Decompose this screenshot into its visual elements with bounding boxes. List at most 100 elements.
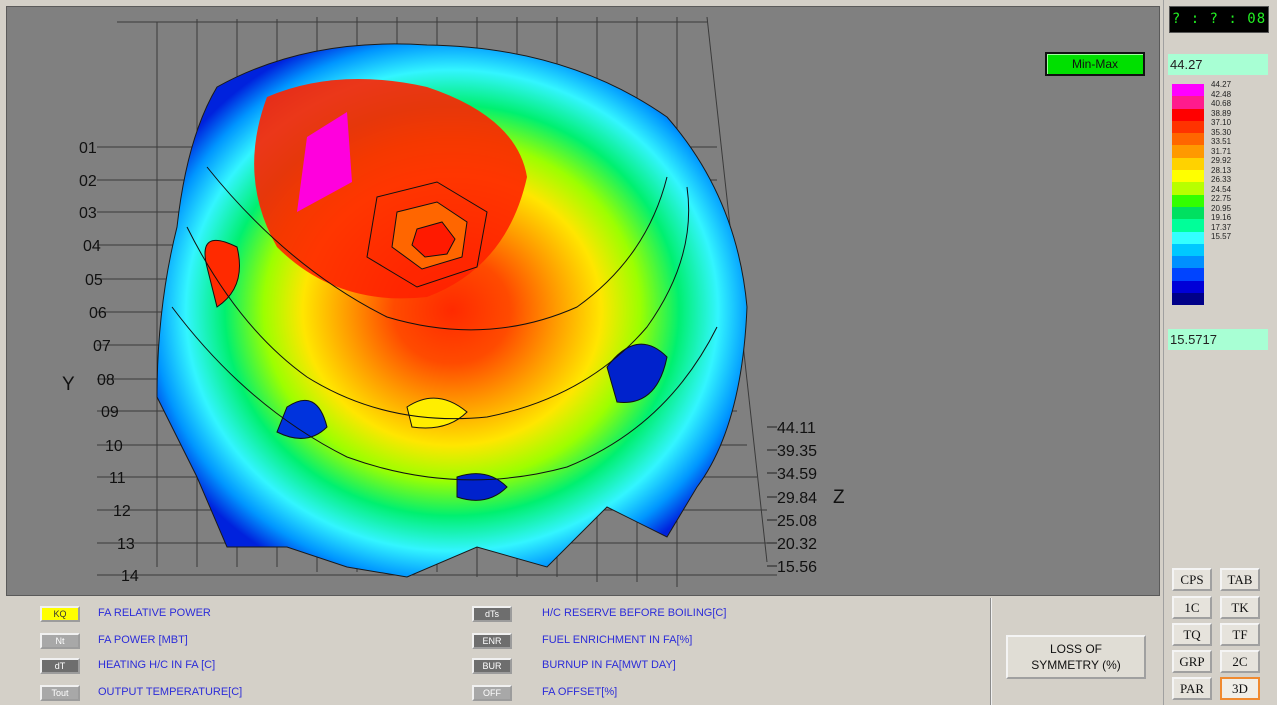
legend-swatch: [1172, 120, 1204, 134]
z-axis: [767, 426, 777, 567]
y-tick-label: 06: [89, 305, 107, 322]
y-tick-label: 10: [105, 438, 123, 455]
min-max-button[interactable]: Min-Max: [1045, 52, 1145, 76]
mode-label: FUEL ENRICHMENT IN FA[%]: [542, 634, 693, 646]
y-axis-label: Y: [62, 374, 75, 395]
mode-label: BURNUP IN FA[MWT DAY]: [542, 659, 676, 671]
y-tick-label: 13: [117, 536, 135, 553]
legend-level-label: 22.75: [1211, 194, 1232, 203]
legend-level-label: 29.92: [1211, 156, 1232, 165]
y-tick-label: 11: [109, 470, 126, 487]
color-legend-scale: [1172, 84, 1204, 306]
legend-swatch: [1172, 293, 1204, 306]
z-tick-label: 39.35: [777, 443, 817, 460]
legend-swatch: [1172, 182, 1204, 195]
legend-swatch: [1172, 145, 1204, 158]
legend-swatch: [1172, 96, 1204, 109]
legend-level-label: 35.30: [1211, 127, 1232, 137]
max-value-box: 44.27: [1168, 54, 1268, 75]
mode-label: FA POWER [MBT]: [98, 634, 188, 646]
nav-button-tq[interactable]: TQ: [1172, 623, 1212, 646]
power-surface: [156, 43, 748, 578]
nav-button-grp[interactable]: GRP: [1172, 650, 1212, 673]
legend-level-label: 19.16: [1211, 213, 1232, 222]
mode-button-dt[interactable]: dT: [40, 658, 80, 674]
z-tick-label: 34.59: [777, 466, 817, 483]
z-tick-label: 15.56: [777, 559, 817, 576]
y-tick-label: 12: [113, 503, 131, 520]
surface-plot: 01 02 03 04 05 06 07 08 09 10 11 12 13 1…: [62, 16, 845, 587]
legend-swatch: [1172, 108, 1204, 121]
parameter-selection-panel: KQ FA RELATIVE POWER Nt FA POWER [MBT] d…: [6, 598, 1160, 705]
legend-level-label: 33.51: [1211, 137, 1232, 146]
legend-level-label: 20.95: [1211, 203, 1232, 213]
legend-swatch: [1172, 157, 1204, 171]
legend-level-label: 42.48: [1211, 89, 1232, 99]
nav-button-tf[interactable]: TF: [1220, 623, 1260, 646]
nav-button-2c[interactable]: 2C: [1220, 650, 1260, 673]
legend-swatch: [1172, 243, 1204, 257]
mode-label: OUTPUT TEMPERATURE[C]: [98, 686, 243, 698]
legend-swatch: [1172, 256, 1204, 269]
legend-swatch: [1172, 84, 1204, 97]
y-tick-label: 02: [79, 173, 97, 190]
loss-of-symmetry-label-line1: LOSS OF: [1049, 642, 1102, 656]
mode-label: FA RELATIVE POWER: [98, 607, 211, 619]
z-axis-label: Z: [833, 487, 845, 508]
mode-button-bur[interactable]: BUR: [472, 658, 512, 674]
legend-swatch: [1172, 170, 1204, 183]
legend-swatch: [1172, 194, 1204, 207]
z-tick-label: 29.84: [777, 490, 817, 507]
legend-level-label: 40.68: [1211, 99, 1232, 108]
y-tick-label: 04: [83, 238, 101, 255]
z-tick-label: 25.08: [777, 513, 817, 530]
panel-divider: [990, 598, 992, 705]
y-tick-label: 05: [85, 272, 103, 289]
nav-button-par[interactable]: PAR: [1172, 677, 1212, 700]
z-tick-label: 20.32: [777, 536, 817, 553]
legend-swatch: [1172, 133, 1204, 146]
mode-button-kq[interactable]: KQ: [40, 606, 80, 622]
y-tick-label: 14: [121, 568, 139, 585]
min-value-box: 15.5717: [1168, 329, 1268, 350]
loss-of-symmetry-button[interactable]: LOSS OF SYMMETRY (%): [1006, 635, 1146, 679]
clock-display: ? : ? : 08: [1169, 6, 1269, 33]
legend-swatch: [1172, 280, 1204, 294]
y-tick-label: 01: [79, 140, 97, 157]
mode-button-dts[interactable]: dTs: [472, 606, 512, 622]
mode-button-tout[interactable]: Tout: [40, 685, 80, 701]
legend-level-label: 44.27: [1211, 80, 1232, 89]
z-tick-label: 44.11: [777, 420, 816, 437]
nav-button-3d[interactable]: 3D: [1220, 677, 1260, 700]
mode-label: FA OFFSET[%]: [542, 686, 618, 698]
mode-label: H/C RESERVE BEFORE BOILING[C]: [542, 607, 727, 619]
legend-level-label: 15.57: [1211, 232, 1232, 241]
mode-button-enr[interactable]: ENR: [472, 633, 512, 649]
y-tick-label: 08: [97, 372, 115, 389]
mode-label: HEATING H/C IN FA [C]: [98, 659, 216, 671]
y-tick-label: 07: [93, 338, 111, 355]
legend-swatch: [1172, 206, 1204, 220]
nav-button-tk[interactable]: TK: [1220, 596, 1260, 619]
nav-button-tab[interactable]: TAB: [1220, 568, 1260, 591]
legend-level-label: 24.54: [1211, 184, 1232, 194]
legend-level-label: 17.37: [1211, 222, 1232, 232]
legend-swatch: [1172, 268, 1204, 281]
color-legend-labels: 44.27 42.48 40.68 38.89 37.10 35.30 33.51 31.71…: [1211, 80, 1271, 242]
legend-swatch: [1172, 219, 1204, 232]
loss-of-symmetry-label-line2: SYMMETRY (%): [1031, 658, 1121, 672]
nav-button-cps[interactable]: CPS: [1172, 568, 1212, 591]
nav-button-1c[interactable]: 1C: [1172, 596, 1212, 619]
legend-level-label: 37.10: [1211, 118, 1232, 127]
legend-level-label: 26.33: [1211, 175, 1232, 184]
mode-button-off[interactable]: OFF: [472, 685, 512, 701]
legend-level-label: 28.13: [1211, 165, 1232, 175]
legend-level-label: 38.89: [1211, 108, 1232, 118]
right-panel: ? : ? : 08 44.27 44.27 42.48 40.68 38.89 37.…: [1163, 0, 1277, 705]
mode-button-nt[interactable]: Nt: [40, 633, 80, 649]
surface-plot-area[interactable]: 01 02 03 04 05 06 07 08 09 10 11 12 13 1…: [6, 6, 1160, 596]
y-tick-label: 09: [101, 404, 119, 421]
legend-level-label: 31.71: [1211, 146, 1232, 156]
y-tick-label: 03: [79, 205, 97, 222]
legend-swatch: [1172, 231, 1204, 244]
